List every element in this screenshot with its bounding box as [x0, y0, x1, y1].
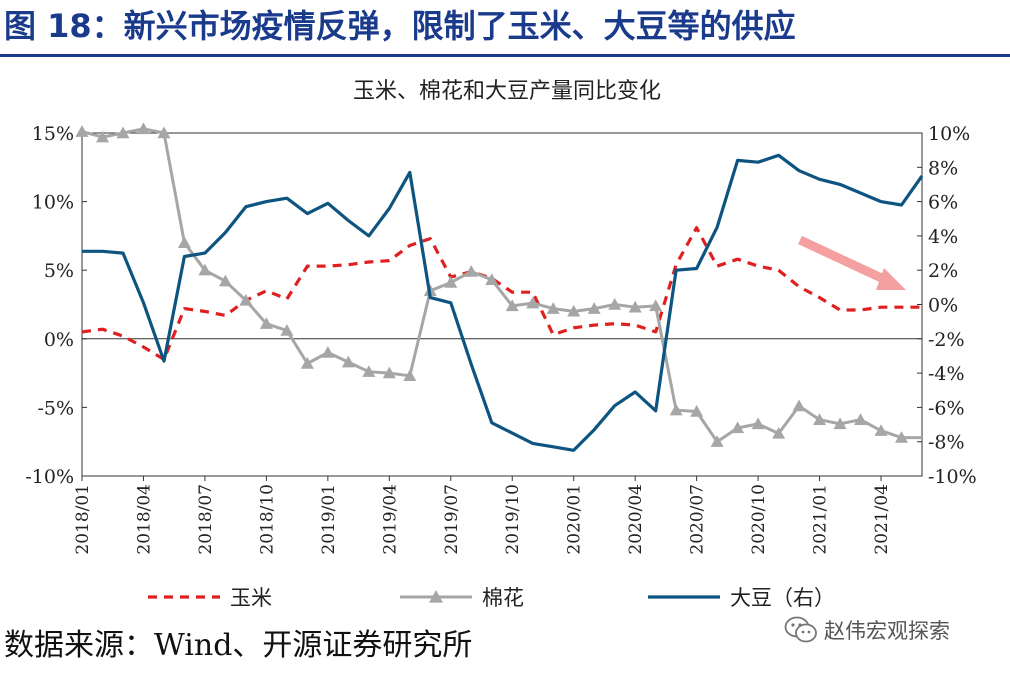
x-tick-label: 2020/04 — [626, 484, 646, 555]
plot-frame — [81, 132, 923, 477]
series-point-棉花 — [485, 273, 499, 286]
series-point-棉花 — [300, 356, 314, 369]
series-point-棉花 — [157, 126, 171, 139]
series-point-棉花 — [177, 236, 191, 248]
watermark-text: 赵伟宏观探索 — [824, 619, 950, 643]
series-point-棉花 — [75, 125, 89, 137]
y-right-tick-label: -4% — [928, 363, 965, 385]
y-right-tick-label: 2% — [928, 260, 958, 282]
y-left-tick-label: 15% — [32, 123, 74, 145]
series-point-棉花 — [403, 369, 417, 382]
x-tick-label: 2019/07 — [442, 484, 462, 555]
x-tick-label: 2020/01 — [565, 484, 585, 555]
watermark: 赵伟宏观探索 — [784, 612, 1006, 648]
series-point-棉花 — [218, 274, 232, 287]
axes: 15% 10% 5% 0% -5% -10% 10% 8% 6% 4% 2% 0% -2% -4% -6% -… — [25, 123, 976, 488]
figure-title: 图 18：新兴市场疫情反弹，限制了玉米、大豆等的供应 — [4, 7, 796, 45]
x-tick-label: 2020/07 — [688, 484, 708, 555]
series-line-大豆（右） — [82, 153, 924, 452]
series-point-棉花 — [772, 426, 786, 439]
wechat-icon — [784, 616, 817, 643]
series-point-棉花 — [649, 299, 663, 312]
x-tick-label: 2021/01 — [811, 484, 831, 555]
series-point-棉花 — [567, 304, 581, 317]
series-point-棉花 — [628, 300, 642, 313]
series-point-棉花 — [136, 122, 150, 135]
series-point-棉花 — [464, 265, 478, 277]
x-tick-label: 2018/04 — [134, 484, 154, 555]
y-right-tick-label: -8% — [928, 432, 965, 454]
series-point-棉花 — [259, 317, 273, 329]
x-tick-label: 2018/10 — [257, 484, 277, 555]
series-lines — [75, 122, 924, 452]
y-left-tick-label: 0% — [44, 329, 74, 351]
legend-label: 玉米 — [230, 586, 272, 610]
x-tick-label: 2018/01 — [73, 484, 93, 555]
x-tick-label: 2021/04 — [872, 484, 892, 555]
series-point-棉花 — [341, 355, 355, 368]
chart-title: 玉米、棉花和大豆产量同比变化 — [353, 79, 661, 104]
legend-label: 棉花 — [482, 586, 524, 610]
x-axis-labels: 2018/01 2018/04 2018/07 2018/10 2019/01 2019/… — [73, 476, 892, 555]
series-point-棉花 — [526, 296, 540, 309]
y-right-tick-label: 4% — [928, 226, 958, 248]
series-point-棉花 — [362, 365, 376, 377]
legend: 玉米 棉花 大豆（右） — [148, 586, 835, 610]
y-right-tick-label: -2% — [928, 329, 965, 351]
y-left-tick-label: 10% — [32, 192, 74, 214]
x-tick-label: 2019/04 — [380, 484, 400, 555]
y-right-tick-label: 8% — [928, 157, 958, 179]
x-tick-label: 2018/07 — [196, 484, 216, 555]
x-tick-label: 2019/10 — [503, 484, 523, 555]
series-point-棉花 — [710, 435, 724, 447]
series-point-棉花 — [792, 399, 806, 412]
source-note: 数据来源：Wind、开源证券研究所 — [4, 628, 473, 663]
series-point-棉花 — [669, 403, 683, 416]
series-point-棉花 — [751, 417, 765, 430]
trend-arrow — [798, 235, 906, 290]
series-point-棉花 — [321, 346, 335, 358]
series-point-棉花 — [95, 130, 109, 143]
y-right-tick-label: 10% — [928, 123, 970, 145]
series-point-棉花 — [608, 298, 622, 310]
x-tick-label: 2020/10 — [749, 484, 769, 555]
x-tick-label: 2019/01 — [319, 484, 339, 555]
y-left-tick-label: 5% — [44, 260, 74, 282]
series-point-棉花 — [280, 324, 294, 336]
series-point-棉花 — [690, 405, 704, 417]
series-line-玉米 — [81, 226, 922, 361]
series-point-棉花 — [444, 276, 458, 288]
series-point-棉花 — [382, 366, 396, 379]
y-right-tick-label: 0% — [928, 295, 958, 317]
y-left-tick-label: -5% — [37, 397, 74, 419]
series-point-棉花 — [854, 413, 868, 425]
y-left-tick-label: -10% — [25, 466, 74, 488]
series-point-棉花 — [546, 302, 560, 314]
series-point-棉花 — [731, 421, 745, 434]
legend-label: 大豆（右） — [730, 586, 835, 610]
series-point-棉花 — [813, 413, 827, 425]
series-point-棉花 — [198, 263, 212, 276]
y-right-tick-label: 6% — [928, 192, 958, 214]
series-point-棉花 — [239, 293, 253, 306]
series-point-棉花 — [895, 431, 909, 443]
chart: 玉米、棉花和大豆产量同比变化 15% 10% 5% 0% -5% -10% 10% 8% 6% 4… — [25, 79, 976, 610]
series-point-棉花 — [833, 417, 847, 430]
series-point-棉花 — [505, 299, 519, 312]
series-point-棉花 — [874, 424, 888, 436]
series-point-棉花 — [587, 302, 601, 314]
series-point-棉花 — [116, 126, 130, 139]
legend-marker — [429, 590, 443, 603]
series-line-棉花 — [81, 127, 922, 444]
y-right-tick-label: -6% — [928, 397, 965, 419]
title-rule — [0, 54, 1010, 57]
y-right-tick-label: -10% — [928, 466, 977, 488]
